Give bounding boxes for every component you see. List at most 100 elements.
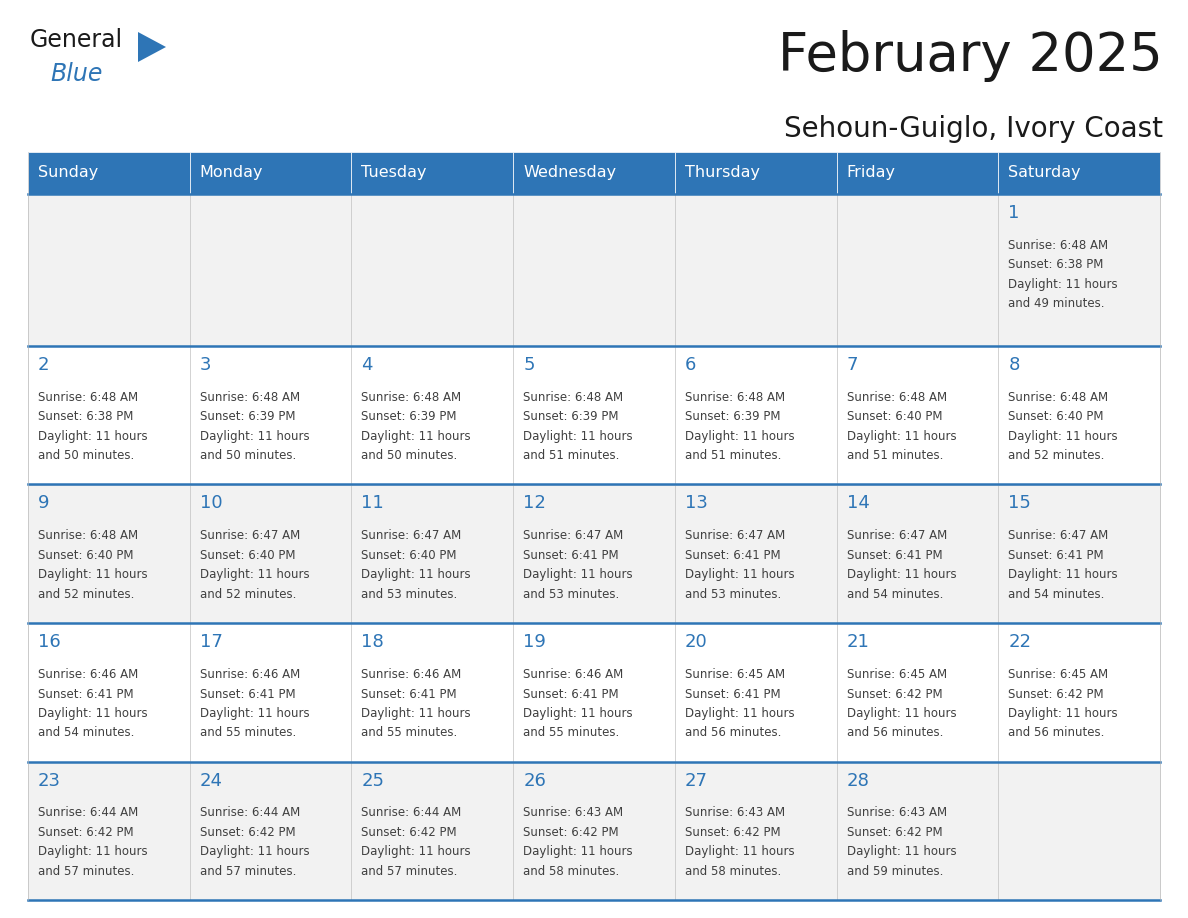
Text: Sunset: 6:39 PM: Sunset: 6:39 PM [684,410,781,423]
Text: Sunset: 6:40 PM: Sunset: 6:40 PM [1009,410,1104,423]
Text: 2: 2 [38,356,50,374]
Text: Sunset: 6:41 PM: Sunset: 6:41 PM [847,549,942,562]
Text: and 51 minutes.: and 51 minutes. [847,450,943,463]
Text: 7: 7 [847,356,858,374]
Bar [190,194,352,346]
Text: Sunset: 6:40 PM: Sunset: 6:40 PM [847,410,942,423]
Text: Sunday: Sunday [38,165,99,181]
Text: Monday: Monday [200,165,264,181]
Bar [190,623,352,762]
Bar [29,346,190,485]
Text: Daylight: 11 hours: Daylight: 11 hours [523,707,633,720]
Text: Daylight: 11 hours: Daylight: 11 hours [361,568,472,581]
Text: 6: 6 [684,356,696,374]
Text: Sunrise: 6:44 AM: Sunrise: 6:44 AM [200,807,299,820]
Bar [998,623,1159,762]
Text: Daylight: 11 hours: Daylight: 11 hours [847,430,956,443]
Text: 20: 20 [684,633,708,651]
Text: Sunset: 6:42 PM: Sunset: 6:42 PM [1009,688,1104,700]
Text: Daylight: 11 hours: Daylight: 11 hours [684,707,795,720]
Text: Sunset: 6:41 PM: Sunset: 6:41 PM [684,549,781,562]
Text: Daylight: 11 hours: Daylight: 11 hours [523,430,633,443]
Text: Sunset: 6:41 PM: Sunset: 6:41 PM [200,688,296,700]
Bar [352,623,513,762]
Text: and 55 minutes.: and 55 minutes. [523,726,619,740]
Text: 19: 19 [523,633,546,651]
Bar [998,485,1159,623]
Text: and 53 minutes.: and 53 minutes. [361,588,457,601]
Text: Sunset: 6:38 PM: Sunset: 6:38 PM [1009,259,1104,272]
Text: 27: 27 [684,771,708,789]
Bar [29,762,190,900]
Text: Daylight: 11 hours: Daylight: 11 hours [523,568,633,581]
Text: and 50 minutes.: and 50 minutes. [38,450,134,463]
Text: Sunrise: 6:48 AM: Sunrise: 6:48 AM [684,391,785,404]
Text: Sunset: 6:42 PM: Sunset: 6:42 PM [200,826,296,839]
Text: Daylight: 11 hours: Daylight: 11 hours [1009,430,1118,443]
Text: 18: 18 [361,633,384,651]
Text: 9: 9 [38,495,50,512]
Text: Sunset: 6:41 PM: Sunset: 6:41 PM [684,688,781,700]
Text: 25: 25 [361,771,385,789]
Text: Sunset: 6:42 PM: Sunset: 6:42 PM [847,688,942,700]
Text: General: General [30,28,124,52]
Bar [513,194,675,346]
Bar [675,485,836,623]
Text: Sunset: 6:39 PM: Sunset: 6:39 PM [200,410,295,423]
Bar [836,623,998,762]
Text: February 2025: February 2025 [778,30,1163,82]
Text: Daylight: 11 hours: Daylight: 11 hours [684,430,795,443]
Text: and 55 minutes.: and 55 minutes. [200,726,296,740]
Text: Sunset: 6:39 PM: Sunset: 6:39 PM [361,410,457,423]
Text: and 55 minutes.: and 55 minutes. [361,726,457,740]
Text: Sunset: 6:42 PM: Sunset: 6:42 PM [847,826,942,839]
Text: Sunrise: 6:43 AM: Sunrise: 6:43 AM [847,807,947,820]
Text: 1: 1 [1009,204,1019,222]
Text: and 54 minutes.: and 54 minutes. [38,726,134,740]
Text: Daylight: 11 hours: Daylight: 11 hours [523,845,633,858]
Bar [675,623,836,762]
Bar [836,762,998,900]
Bar [29,485,190,623]
Text: 10: 10 [200,495,222,512]
Text: 14: 14 [847,495,870,512]
Text: and 58 minutes.: and 58 minutes. [684,865,781,878]
Text: 26: 26 [523,771,546,789]
Text: Daylight: 11 hours: Daylight: 11 hours [684,568,795,581]
Bar [352,485,513,623]
Bar [29,623,190,762]
Text: Daylight: 11 hours: Daylight: 11 hours [38,430,147,443]
Bar [998,346,1159,485]
Text: Sunset: 6:41 PM: Sunset: 6:41 PM [523,688,619,700]
Text: and 50 minutes.: and 50 minutes. [200,450,296,463]
Text: Tuesday: Tuesday [361,165,426,181]
Bar [998,152,1159,194]
Text: 21: 21 [847,633,870,651]
Bar [836,194,998,346]
Text: Daylight: 11 hours: Daylight: 11 hours [361,845,472,858]
Bar [29,152,190,194]
Text: Daylight: 11 hours: Daylight: 11 hours [847,845,956,858]
Text: Sunrise: 6:48 AM: Sunrise: 6:48 AM [38,530,138,543]
Text: and 52 minutes.: and 52 minutes. [200,588,296,601]
Text: 15: 15 [1009,495,1031,512]
Text: 17: 17 [200,633,222,651]
Text: Daylight: 11 hours: Daylight: 11 hours [200,430,309,443]
Text: Daylight: 11 hours: Daylight: 11 hours [361,707,472,720]
Bar [836,346,998,485]
Bar [998,762,1159,900]
Text: 22: 22 [1009,633,1031,651]
Text: Sunrise: 6:48 AM: Sunrise: 6:48 AM [200,391,299,404]
Text: and 56 minutes.: and 56 minutes. [1009,726,1105,740]
Text: 3: 3 [200,356,211,374]
Bar [836,485,998,623]
Bar [352,194,513,346]
Text: Sunrise: 6:45 AM: Sunrise: 6:45 AM [1009,668,1108,681]
Text: Daylight: 11 hours: Daylight: 11 hours [200,707,309,720]
Text: Sunrise: 6:47 AM: Sunrise: 6:47 AM [200,530,299,543]
Text: and 57 minutes.: and 57 minutes. [361,865,457,878]
Text: 4: 4 [361,356,373,374]
Text: Sunrise: 6:45 AM: Sunrise: 6:45 AM [847,668,947,681]
Text: Daylight: 11 hours: Daylight: 11 hours [38,845,147,858]
Text: and 54 minutes.: and 54 minutes. [847,588,943,601]
